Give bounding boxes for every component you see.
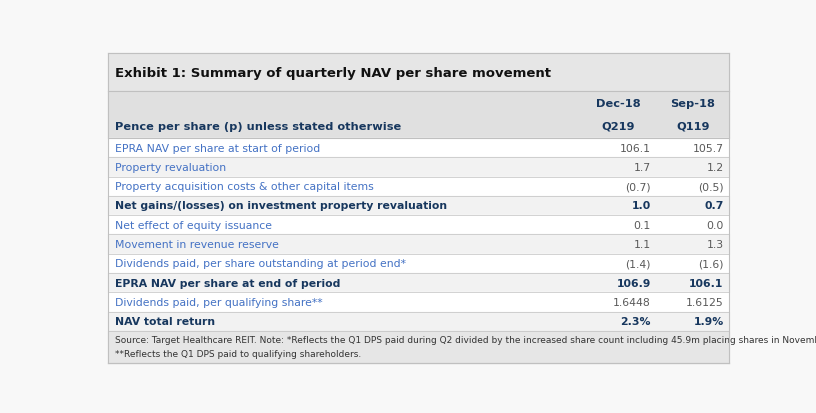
Text: 106.1: 106.1: [620, 143, 651, 153]
Text: 1.7: 1.7: [634, 162, 651, 173]
Text: 0.1: 0.1: [634, 220, 651, 230]
Text: Property revaluation: Property revaluation: [115, 162, 226, 173]
Bar: [108, 139, 729, 158]
Text: 106.9: 106.9: [617, 278, 651, 288]
Text: Dividends paid, per share outstanding at period end*: Dividends paid, per share outstanding at…: [115, 259, 406, 268]
Text: (1.4): (1.4): [625, 259, 651, 268]
Text: Exhibit 1: Summary of quarterly NAV per share movement: Exhibit 1: Summary of quarterly NAV per …: [115, 66, 552, 80]
Text: 1.6448: 1.6448: [613, 297, 651, 307]
Text: EPRA NAV per share at start of period: EPRA NAV per share at start of period: [115, 143, 321, 153]
Text: NAV total return: NAV total return: [115, 316, 215, 326]
Text: 1.9%: 1.9%: [694, 316, 724, 326]
Text: EPRA NAV per share at end of period: EPRA NAV per share at end of period: [115, 278, 340, 288]
Text: Source: Target Healthcare REIT. Note: *Reflects the Q1 DPS paid during Q2 divide: Source: Target Healthcare REIT. Note: *R…: [115, 335, 816, 344]
Bar: [108, 254, 729, 273]
Text: 0.7: 0.7: [704, 201, 724, 211]
Text: (1.6): (1.6): [698, 259, 724, 268]
Bar: [108, 312, 729, 331]
Bar: [108, 92, 729, 115]
Text: Property acquisition costs & other capital items: Property acquisition costs & other capit…: [115, 182, 374, 192]
Text: Q119: Q119: [676, 122, 710, 132]
Text: Dividends paid, per qualifying share**: Dividends paid, per qualifying share**: [115, 297, 323, 307]
Text: 0.0: 0.0: [707, 220, 724, 230]
Bar: [108, 158, 729, 177]
Bar: [108, 331, 729, 363]
Text: (0.5): (0.5): [698, 182, 724, 192]
Bar: [108, 177, 729, 196]
Text: Pence per share (p) unless stated otherwise: Pence per share (p) unless stated otherw…: [115, 122, 401, 132]
Text: 1.1: 1.1: [634, 240, 651, 249]
Text: 1.6125: 1.6125: [686, 297, 724, 307]
Text: Net effect of equity issuance: Net effect of equity issuance: [115, 220, 273, 230]
Bar: [108, 55, 729, 92]
Text: (0.7): (0.7): [625, 182, 651, 192]
Text: 2.3%: 2.3%: [620, 316, 651, 326]
Text: 105.7: 105.7: [693, 143, 724, 153]
Bar: [108, 216, 729, 235]
Text: 1.0: 1.0: [632, 201, 651, 211]
Text: 106.1: 106.1: [690, 278, 724, 288]
Text: Dec-18: Dec-18: [596, 98, 641, 108]
Text: Movement in revenue reserve: Movement in revenue reserve: [115, 240, 279, 249]
Bar: [108, 115, 729, 139]
Text: Net gains/(losses) on investment property revaluation: Net gains/(losses) on investment propert…: [115, 201, 447, 211]
Text: Q219: Q219: [601, 122, 635, 132]
Text: Sep-18: Sep-18: [671, 98, 716, 108]
Bar: [108, 196, 729, 216]
Text: 1.2: 1.2: [707, 162, 724, 173]
Bar: [108, 235, 729, 254]
Bar: [108, 273, 729, 292]
Text: 1.3: 1.3: [707, 240, 724, 249]
Bar: [108, 292, 729, 312]
Text: **Reflects the Q1 DPS paid to qualifying shareholders.: **Reflects the Q1 DPS paid to qualifying…: [115, 349, 361, 358]
